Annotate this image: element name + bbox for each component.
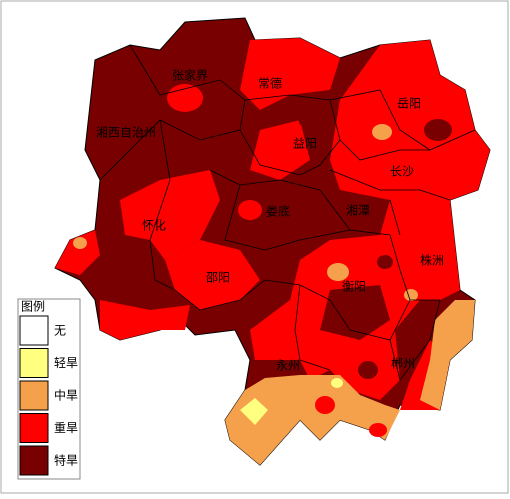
city-labels: 张家界 常德 岳阳 湘西自治州 益阳 长沙 怀化 娄底 湘潭 株洲 邵阳 衡阳 …	[96, 68, 444, 373]
city-label: 湘潭	[346, 203, 370, 218]
city-label: 长沙	[390, 165, 414, 179]
legend-swatch	[19, 413, 49, 443]
severe-spots	[315, 396, 387, 437]
legend-label: 中旱	[54, 388, 78, 403]
legend-swatch	[19, 315, 49, 346]
city-label: 怀化	[142, 219, 166, 233]
city-label: 邵阳	[206, 271, 230, 285]
legend-title: 图例	[21, 300, 45, 314]
city-label: 湘西自治州	[96, 125, 156, 140]
legend-swatch	[19, 348, 49, 378]
legend-label: 重旱	[54, 421, 78, 435]
city-label: 益阳	[293, 137, 317, 151]
city-label: 张家界	[172, 68, 208, 83]
light-areas	[240, 378, 343, 425]
city-label: 郴州	[391, 357, 415, 371]
borders	[99, 44, 476, 381]
legend-label: 无	[54, 324, 66, 338]
legend-swatch	[19, 445, 49, 476]
city-label: 永州	[276, 359, 300, 373]
city-label: 常德	[258, 76, 282, 91]
city-label: 岳阳	[397, 97, 421, 111]
legend-label: 特旱	[54, 453, 78, 468]
moderate-areas	[73, 124, 475, 465]
legend-swatch	[19, 380, 49, 411]
legend-label: 轻旱	[54, 356, 78, 370]
city-label: 株洲	[420, 253, 444, 268]
city-label: 娄底	[266, 204, 290, 219]
city-label: 衡阳	[342, 280, 366, 294]
